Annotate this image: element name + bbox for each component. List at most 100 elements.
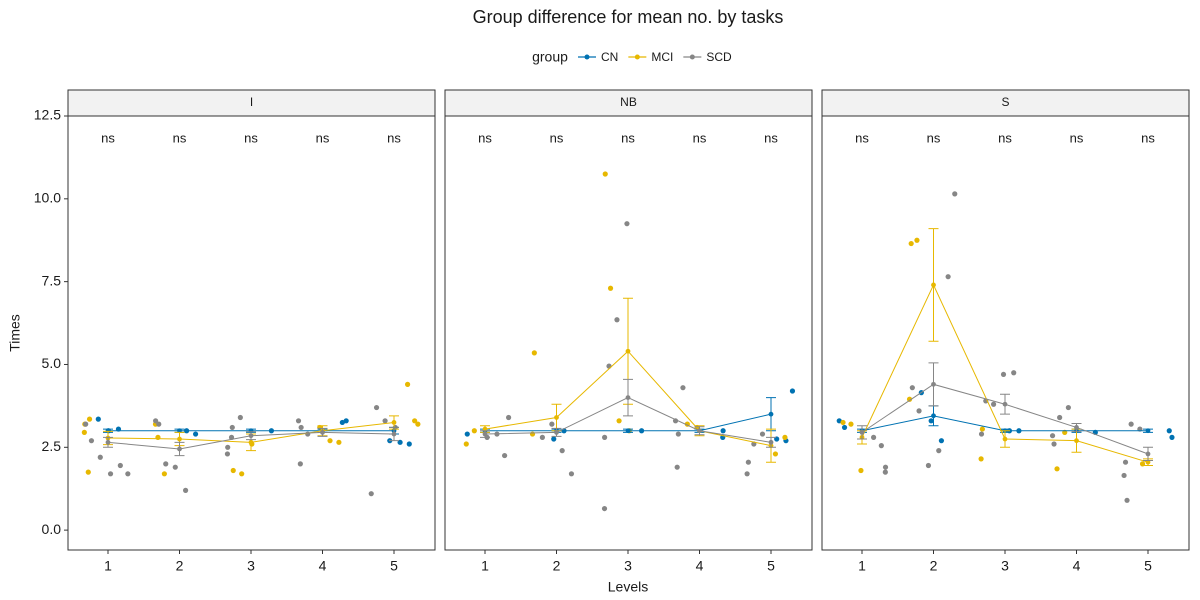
jitter-point	[928, 418, 934, 424]
mean-point	[1002, 436, 1008, 442]
annotation: ns	[927, 130, 941, 145]
jitter-point	[161, 471, 167, 477]
jitter-point	[163, 461, 169, 467]
jitter-point	[1122, 459, 1129, 465]
jitter-point	[95, 416, 101, 422]
x-tick-label: 2	[553, 558, 561, 574]
jitter-point	[675, 431, 681, 437]
y-tick-label: 10.0	[34, 190, 61, 206]
jitter-point	[606, 363, 612, 369]
x-tick-label: 3	[247, 558, 255, 574]
jitter-point	[878, 443, 884, 449]
jitter-point	[936, 448, 942, 454]
jitter-point	[602, 434, 608, 440]
jitter-point	[229, 424, 235, 431]
mean-point	[105, 439, 111, 445]
jitter-point	[916, 408, 922, 414]
x-tick-label: 3	[624, 558, 632, 574]
legend-dot	[584, 54, 590, 60]
legend-title: group	[532, 49, 568, 65]
mean-point	[931, 413, 936, 419]
jitter-point	[295, 418, 302, 424]
x-axis-label: Levels	[608, 579, 648, 595]
y-tick-label: 5.0	[42, 355, 62, 371]
mean-point	[320, 429, 325, 435]
mean-point	[1002, 401, 1008, 407]
x-tick-label: 4	[696, 558, 704, 574]
jitter-point	[230, 467, 236, 474]
strip	[444, 89, 813, 117]
jitter-point	[782, 434, 788, 440]
jitter-point	[1121, 472, 1127, 479]
jitter-point	[945, 274, 951, 280]
jitter-point	[744, 471, 750, 477]
x-tick-label: 1	[104, 558, 112, 574]
jitter-point	[368, 491, 374, 497]
jitter-point	[373, 404, 380, 411]
jitter-point	[97, 454, 103, 460]
jitter-point	[1051, 441, 1057, 447]
jitter-point	[463, 441, 469, 447]
jitter-point	[925, 462, 932, 469]
jitter-point	[239, 471, 245, 477]
jitter-point	[1000, 371, 1007, 378]
jitter-point	[298, 424, 304, 431]
jitter-point	[336, 439, 342, 445]
jitter-point	[674, 464, 680, 470]
jitter-point	[909, 385, 915, 391]
jitter-point	[882, 469, 888, 475]
jitter-point	[182, 487, 189, 493]
jitter-point	[840, 419, 846, 426]
jitter-point	[83, 421, 89, 427]
annotation: ns	[693, 130, 707, 145]
mean-point	[768, 439, 774, 445]
y-tick-label: 7.5	[42, 272, 62, 288]
jitter-point	[1169, 434, 1175, 440]
jitter-point	[471, 428, 477, 434]
y-axis-label: Times	[7, 314, 23, 352]
jitter-point	[908, 240, 914, 247]
annotation: ns	[550, 130, 564, 145]
annotation: ns	[1070, 130, 1084, 145]
jitter-point	[464, 431, 470, 437]
mean-point	[625, 428, 631, 434]
jitter-point	[1011, 370, 1017, 376]
jitter-point	[559, 448, 565, 454]
jitter-point	[529, 431, 536, 437]
jitter-point	[502, 452, 508, 459]
mean-point	[859, 429, 865, 435]
mean-point	[1145, 451, 1151, 457]
jitter-point	[224, 451, 231, 457]
jitter-point	[616, 418, 622, 424]
y-tick-label: 12.5	[34, 107, 61, 123]
jitter-point	[624, 221, 630, 227]
jitter-point	[602, 171, 608, 177]
x-tick-label: 5	[767, 558, 775, 574]
mean-point	[177, 446, 182, 452]
mean-point	[554, 415, 559, 420]
jitter-point	[990, 401, 997, 407]
jitter-point	[531, 350, 537, 356]
jitter-point	[1054, 466, 1060, 472]
jitter-point	[339, 419, 345, 426]
jitter-point	[415, 421, 421, 427]
jitter-point	[404, 381, 411, 387]
mean-point	[625, 395, 631, 401]
jitter-point	[172, 464, 178, 470]
strip	[821, 89, 1190, 117]
jitter-point	[305, 431, 311, 437]
mean-point	[248, 439, 254, 445]
mean-point	[554, 429, 559, 435]
annotation: ns	[101, 130, 115, 145]
jitter-point	[848, 421, 854, 427]
legend-dot	[689, 54, 695, 60]
jitter-point	[882, 464, 889, 470]
jitter-point	[81, 429, 87, 435]
jitter-point	[1166, 428, 1172, 434]
mean-point	[1145, 428, 1151, 434]
x-tick-label: 5	[390, 558, 398, 574]
annotation: ns	[764, 130, 778, 145]
x-tick-label: 2	[930, 558, 938, 574]
jitter-point	[549, 421, 555, 427]
